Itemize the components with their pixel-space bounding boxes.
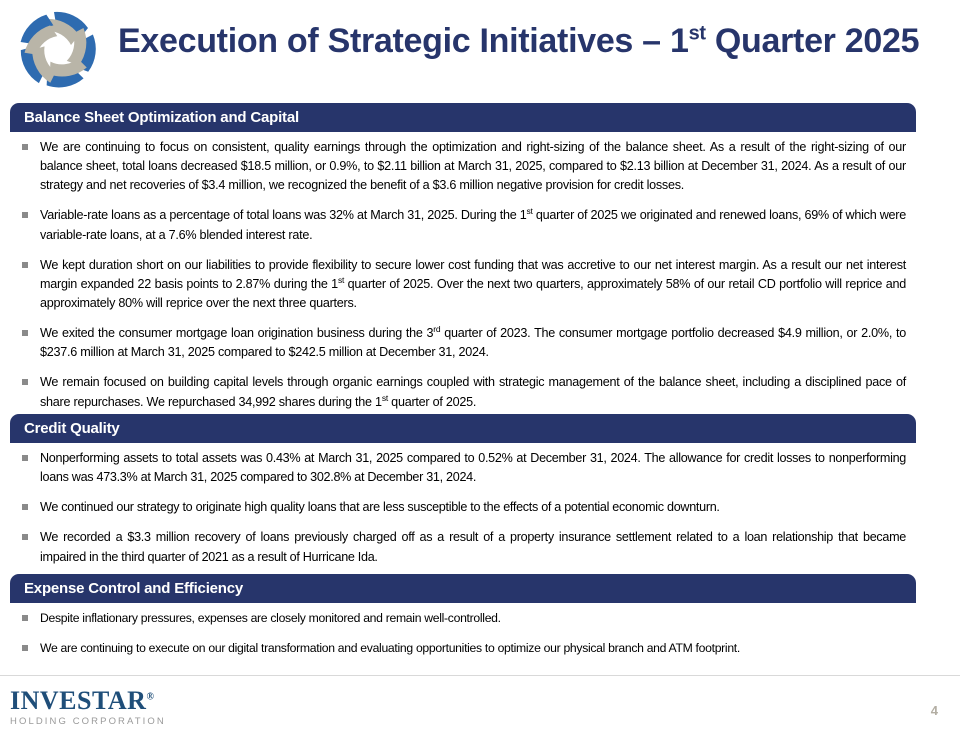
list-item-text: Variable-rate loans as a percentage of t… bbox=[40, 206, 916, 244]
footer-logo-subtitle: HOLDING CORPORATION bbox=[10, 716, 166, 727]
ordinal-suffix: st bbox=[526, 206, 533, 217]
section-header-expense-control: Expense Control and Efficiency bbox=[10, 574, 916, 603]
text-run: quarter of 2025. Over the next two quart… bbox=[40, 276, 906, 310]
list-item-text: We exited the consumer mortgage loan ori… bbox=[40, 324, 916, 362]
bullet-square-icon bbox=[22, 261, 28, 268]
text-run: quarter of 2025 we originated and renewe… bbox=[40, 208, 907, 242]
footer-logo-name: INVESTAR® bbox=[10, 688, 240, 714]
bullet-square-icon bbox=[22, 455, 28, 461]
page-number: 4 bbox=[930, 703, 938, 718]
text-run: Variable-rate loans as a percentage of t… bbox=[40, 208, 527, 223]
ordinal-suffix: rd bbox=[433, 323, 441, 334]
bullet-square-icon bbox=[22, 534, 28, 541]
bullet-square-icon bbox=[22, 212, 28, 219]
list-item-text: We continued our strategy to originate h… bbox=[40, 498, 916, 517]
text-run: We kept duration short on our liabilitie… bbox=[40, 257, 906, 291]
text-run: We remain focused on building capital le… bbox=[40, 375, 906, 409]
list-item: Nonperforming assets to total assets was… bbox=[10, 449, 916, 487]
text-run: quarter of 2023. The consumer mortgage p… bbox=[40, 326, 906, 360]
list-item: We exited the consumer mortgage loan ori… bbox=[10, 324, 916, 362]
text-run: We are continuing to execute on our digi… bbox=[40, 640, 740, 655]
section-body: Nonperforming assets to total assets was… bbox=[10, 443, 916, 580]
ordinal-suffix: st bbox=[337, 274, 345, 285]
slide-header: Execution of Strategic Initiatives – 1st… bbox=[0, 0, 960, 95]
section-body: Despite inflationary pressures, expenses… bbox=[10, 603, 916, 670]
page-title-prefix: Execution of Strategic Initiatives – 1 bbox=[118, 22, 689, 60]
bullet-square-icon bbox=[22, 644, 28, 651]
text-run: Despite inflationary pressures, expenses… bbox=[40, 611, 501, 625]
investar-wordmark-logo: INVESTAR® HOLDING CORPORATION bbox=[10, 688, 240, 728]
section-balance-sheet: Balance Sheet Optimization and Capital We… bbox=[10, 103, 916, 425]
section-credit-quality: Credit Quality Nonperforming assets to to… bbox=[10, 414, 916, 580]
page-title-suffix: Quarter 2025 bbox=[705, 22, 920, 60]
bullet-square-icon bbox=[22, 144, 28, 150]
list-item: We are continuing to focus on consistent… bbox=[10, 138, 916, 195]
text-run: Nonperforming assets to total assets was… bbox=[40, 451, 906, 485]
section-expense-control: Expense Control and Efficiency Despite in… bbox=[10, 574, 916, 670]
section-header-credit-quality: Credit Quality bbox=[10, 414, 916, 443]
list-item-text: We are continuing to focus on consistent… bbox=[40, 138, 916, 195]
page-title-ordinal-suffix: st bbox=[688, 22, 706, 45]
footer-divider bbox=[0, 675, 960, 676]
ordinal-suffix: st bbox=[381, 392, 388, 403]
bullet-square-icon bbox=[22, 504, 28, 511]
list-item-text: We remain focused on building capital le… bbox=[40, 373, 916, 411]
list-item: Despite inflationary pressures, expenses… bbox=[10, 609, 916, 628]
list-item: We recorded a $3.3 million recovery of l… bbox=[10, 528, 916, 566]
bullet-square-icon bbox=[22, 330, 28, 337]
list-item: We continued our strategy to originate h… bbox=[10, 498, 916, 517]
text-run: We are continuing to focus on consistent… bbox=[40, 140, 906, 193]
section-title: Credit Quality bbox=[24, 420, 120, 437]
text-run: We exited the consumer mortgage loan ori… bbox=[40, 326, 434, 341]
registered-trademark-icon: ® bbox=[146, 691, 155, 703]
list-item: Variable-rate loans as a percentage of t… bbox=[10, 206, 916, 244]
section-body: We are continuing to focus on consistent… bbox=[10, 132, 916, 425]
list-item: We are continuing to execute on our digi… bbox=[10, 639, 916, 658]
section-header-balance-sheet: Balance Sheet Optimization and Capital bbox=[10, 103, 916, 132]
text-run: quarter of 2025. bbox=[387, 394, 477, 409]
list-item-text: Despite inflationary pressures, expenses… bbox=[40, 609, 916, 628]
list-item-text: We kept duration short on our liabilitie… bbox=[40, 256, 916, 313]
list-item-text: We recorded a $3.3 million recovery of l… bbox=[40, 528, 916, 566]
section-title: Expense Control and Efficiency bbox=[24, 580, 244, 597]
text-run: We recorded a $3.3 million recovery of l… bbox=[40, 530, 906, 564]
bullet-square-icon bbox=[22, 615, 28, 621]
text-run: We continued our strategy to originate h… bbox=[40, 500, 720, 515]
list-item-text: We are continuing to execute on our digi… bbox=[40, 639, 916, 658]
page-title: Execution of Strategic Initiatives – 1st… bbox=[118, 22, 920, 61]
list-item: We kept duration short on our liabilitie… bbox=[10, 256, 916, 313]
section-title: Balance Sheet Optimization and Capital bbox=[24, 109, 299, 126]
footer-logo-name-text: INVESTAR bbox=[10, 686, 147, 715]
investar-pinwheel-logo-icon bbox=[8, 6, 108, 94]
list-item-text: Nonperforming assets to total assets was… bbox=[40, 449, 916, 487]
bullet-square-icon bbox=[22, 379, 28, 386]
list-item: We remain focused on building capital le… bbox=[10, 373, 916, 411]
